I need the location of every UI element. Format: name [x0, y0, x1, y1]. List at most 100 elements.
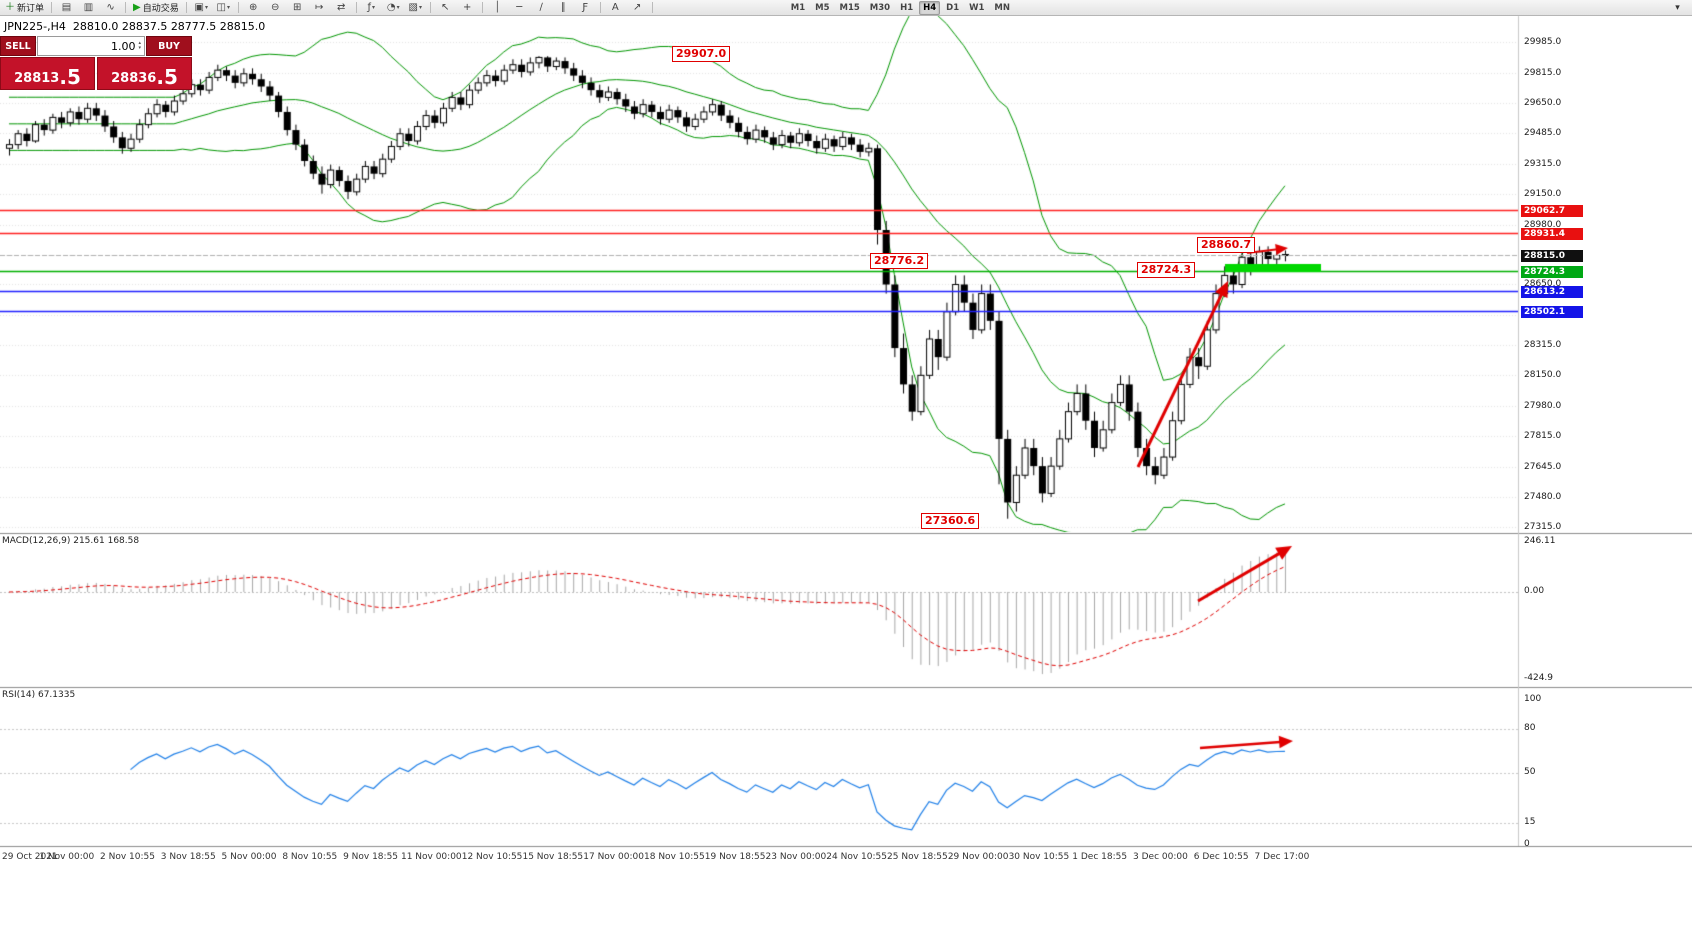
arrow-tools-icon: ↗	[633, 2, 642, 13]
price-callout[interactable]: 28724.3	[1137, 262, 1196, 278]
time-axis-label: 9 Nov 18:55	[343, 852, 399, 862]
auto-scroll-button[interactable]: ↦	[309, 0, 330, 15]
dropdown-caret-icon: ▾	[418, 4, 422, 11]
price-axis-label: 29985.0	[1524, 36, 1562, 47]
toolbar-separator	[651, 2, 653, 13]
price-line-chip: 28502.1	[1521, 305, 1583, 318]
sell-price-main: 28813	[14, 71, 60, 86]
price-line-chip: 28931.4	[1521, 227, 1583, 240]
channel-button[interactable]: ∥	[553, 0, 574, 15]
toolbar-separator	[481, 2, 483, 13]
sell-price[interactable]: 28813.5	[0, 57, 95, 90]
time-axis-label: 8 Nov 10:55	[282, 852, 338, 862]
buy-button[interactable]: BUY	[146, 36, 192, 56]
horizontal-line-button[interactable]: ─	[509, 0, 530, 15]
trendline-icon: ∕	[539, 2, 543, 13]
fibonacci-button[interactable]: Ƒ	[575, 0, 596, 15]
toolbar-overflow-button[interactable]: ▾	[1675, 2, 1680, 13]
price-callout[interactable]: 28860.7	[1197, 237, 1256, 253]
tile-windows-icon: ⊞	[293, 2, 302, 13]
one-click-trading-panel: SELL 1.00 ▴ ▾ BUY 28813.5 28836.5	[0, 36, 192, 90]
timeframe-d1-button[interactable]: D1	[946, 2, 960, 13]
timeframe-h1-button[interactable]: H1	[900, 2, 914, 13]
channel-icon: ∥	[560, 2, 566, 13]
price-callout[interactable]: 28776.2	[870, 253, 929, 269]
chart-candles-button[interactable]: ▥	[78, 0, 99, 15]
toolbar-separator	[429, 2, 431, 13]
indicators-button[interactable]: ƒ ▾	[361, 0, 382, 15]
crosshair-button[interactable]: +	[457, 0, 478, 15]
time-axis-label: 3 Dec 00:00	[1133, 852, 1188, 862]
auto-trading-button[interactable]: ▶ 自动交易	[130, 0, 182, 15]
toolbar-separator	[51, 2, 53, 13]
time-axis-label: 29 Oct 2021	[2, 852, 58, 862]
text-button[interactable]: A	[605, 0, 626, 15]
templates-button[interactable]: ▧ ▾	[405, 0, 426, 15]
timeframe-h4-button[interactable]: H4	[919, 0, 941, 15]
chart-shift-button[interactable]: ⇄	[331, 0, 352, 15]
macd-axis-label: 246.11	[1524, 535, 1556, 546]
volume-field[interactable]: 1.00 ▴ ▾	[37, 36, 145, 56]
price-axis-label: 28980.0	[1524, 219, 1562, 230]
time-axis-label: 12 Nov 10:55	[461, 852, 523, 862]
price-line-chip: 28815.0	[1521, 249, 1583, 262]
volume-down-arrow[interactable]: ▾	[138, 45, 141, 51]
new-chart-button[interactable]: ▣ ▾	[191, 0, 212, 15]
price-axis-label: 27315.0	[1524, 521, 1562, 532]
price-axis-label: 27815.0	[1524, 430, 1562, 441]
timeframe-m30-button[interactable]: M30	[869, 2, 891, 13]
price-axis-label: 29650.0	[1524, 97, 1562, 108]
arrow-tools-button[interactable]: ↗	[627, 0, 648, 15]
timeframe-group: M1 M5 M15 M30 H1 H4 D1 W1 MN	[787, 0, 1014, 15]
timeframe-m15-button[interactable]: M15	[839, 2, 860, 13]
crosshair-icon: +	[463, 2, 472, 13]
chart-bars-icon: ▤	[61, 2, 72, 13]
new-order-button[interactable]: ＋新订单	[2, 0, 47, 15]
time-axis-label: 23 Nov 00:00	[765, 852, 827, 862]
chart-title: JPN225-,H4 28810.0 28837.5 28777.5 28815.…	[4, 20, 265, 33]
rsi-axis-label: 50	[1524, 766, 1536, 777]
sell-button[interactable]: SELL	[0, 36, 36, 56]
periods-button[interactable]: ◔ ▾	[383, 0, 404, 15]
price-axis-label: 29315.0	[1524, 158, 1562, 169]
price-axis-label: 28150.0	[1524, 369, 1562, 380]
zoom-out-button[interactable]: ⊖	[265, 0, 286, 15]
time-axis-label: 1 Nov 00:00	[39, 852, 95, 862]
indicators-icon: ƒ	[367, 2, 371, 13]
time-axis-label: 6 Dec 10:55	[1193, 852, 1249, 862]
buy-price[interactable]: 28836.5	[97, 57, 192, 90]
toolbar-separator	[125, 2, 127, 13]
time-axis-label: 25 Nov 18:55	[887, 852, 948, 862]
zoom-in-button[interactable]: ⊕	[243, 0, 264, 15]
dropdown-caret-icon: ▾	[371, 4, 375, 11]
price-callout[interactable]: 27360.6	[921, 513, 980, 529]
timeframe-w1-button[interactable]: W1	[969, 2, 985, 13]
cursor-button[interactable]: ↖	[435, 0, 456, 15]
chart-bars-button[interactable]: ▤	[56, 0, 77, 15]
vertical-line-button[interactable]: │	[487, 0, 508, 15]
timeframe-m1-button[interactable]: M1	[790, 2, 806, 13]
buy-price-big-digit: .5	[156, 65, 178, 89]
chart-line-button[interactable]: ∿	[100, 0, 121, 15]
price-callout[interactable]: 29907.0	[672, 46, 731, 62]
time-axis-label: 5 Nov 00:00	[221, 852, 277, 862]
time-axis-label: 19 Nov 18:55	[704, 852, 766, 862]
trendline-button[interactable]: ∕	[531, 0, 552, 15]
rsi-indicator-label: RSI(14) 67.1335	[2, 690, 75, 700]
text-icon: A	[611, 2, 619, 13]
dropdown-caret-icon: ▾	[396, 4, 400, 11]
price-axis-label: 29815.0	[1524, 67, 1562, 78]
rsi-name: RSI(14)	[2, 690, 36, 700]
cursor-icon: ↖	[441, 2, 450, 13]
profiles-button[interactable]: ◫ ▾	[213, 0, 234, 15]
timeframe-mn-button[interactable]: MN	[994, 2, 1010, 13]
volume-up-arrow[interactable]: ▴	[138, 40, 141, 46]
symbol-period-label: JPN225-,H4	[4, 20, 66, 33]
price-axis-label: 29150.0	[1524, 188, 1562, 199]
dropdown-caret-icon: ▾	[226, 4, 230, 11]
chart-line-icon: ∿	[106, 2, 115, 13]
tile-windows-button[interactable]: ⊞	[287, 0, 308, 15]
timeframe-m5-button[interactable]: M5	[815, 2, 830, 13]
templates-icon: ▧	[408, 2, 418, 13]
